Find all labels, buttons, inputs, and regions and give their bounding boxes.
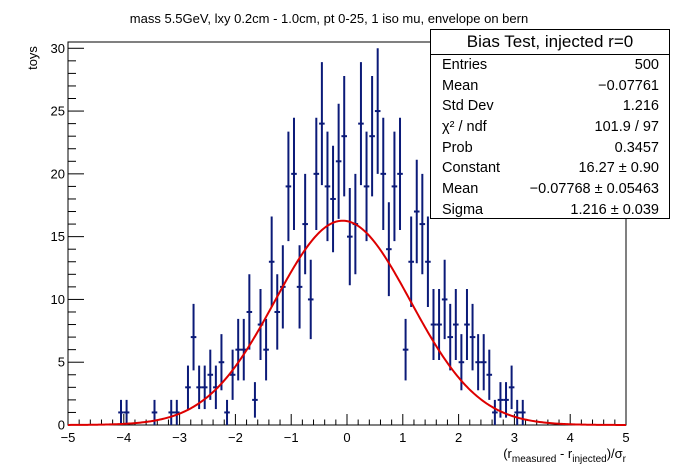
data-point	[324, 131, 331, 242]
data-point	[218, 334, 225, 391]
data-point	[475, 334, 481, 391]
data-point	[430, 289, 437, 361]
data-point	[185, 365, 191, 410]
data-point	[123, 399, 130, 425]
chart-title: mass 5.5GeV, lxy 0.2cm - 1.0cm, pt 0-25,…	[130, 11, 528, 26]
x-tick-label: −2	[228, 430, 243, 445]
x-tick-label: 1	[399, 430, 406, 445]
data-point	[263, 318, 269, 381]
data-point	[341, 75, 347, 197]
data-point	[363, 131, 370, 242]
x-tick-label: −5	[61, 430, 76, 445]
data-point	[358, 62, 364, 186]
data-point	[347, 188, 353, 286]
stats-row-entries: Entries 500	[442, 57, 659, 73]
data-point	[118, 399, 124, 425]
data-point	[224, 399, 230, 425]
x-tick-label: 0	[343, 430, 350, 445]
x-tick-label: −3	[172, 430, 187, 445]
stats-row-sigma: Sigma 1.216 ± 0.039	[442, 201, 659, 218]
data-point	[508, 365, 515, 410]
gaussian-fit-curve	[68, 219, 627, 426]
data-point	[436, 289, 442, 361]
data-point	[196, 365, 202, 410]
data-point	[486, 349, 493, 400]
x-tick-label: 5	[622, 430, 629, 445]
y-tick-label: 30	[51, 41, 65, 56]
data-point	[313, 117, 320, 231]
data-point	[201, 365, 208, 410]
data-point	[319, 62, 325, 186]
stats-row-chi2: χ² / ndf 101.9 / 97	[442, 119, 659, 136]
stats-row-constant: Constant 16.27 ± 0.90	[442, 160, 659, 177]
data-point	[235, 318, 241, 381]
stats-row-prob: Prob 0.3457	[442, 139, 659, 156]
data-point	[335, 103, 342, 219]
data-point	[380, 117, 387, 231]
stats-row-mean: Mean −0.07761	[442, 77, 659, 94]
stats-title: Bias Test, injected r=0	[431, 30, 669, 55]
data-point	[441, 259, 448, 340]
data-point	[447, 303, 454, 371]
data-point	[207, 349, 214, 400]
y-tick-label: 0	[58, 418, 65, 433]
x-tick-label: 3	[511, 430, 518, 445]
y-tick-label: 10	[51, 292, 65, 307]
data-point	[391, 131, 398, 242]
data-point	[252, 382, 258, 418]
data-point	[492, 399, 498, 425]
data-point	[285, 131, 292, 242]
x-axis-label: (rmeasured - rinjected)/σr	[503, 446, 626, 465]
data-point	[519, 399, 526, 425]
x-tick-label: 2	[455, 430, 462, 445]
data-point	[402, 318, 409, 381]
x-tick-label: 4	[567, 430, 574, 445]
data-point	[246, 274, 253, 350]
data-point	[174, 399, 180, 425]
data-point	[480, 334, 487, 391]
data-point	[413, 159, 420, 264]
data-point	[464, 289, 470, 361]
data-point	[408, 216, 414, 308]
data-point	[503, 382, 509, 418]
y-tick-label: 20	[51, 166, 65, 181]
data-point	[229, 349, 236, 400]
data-point	[397, 117, 403, 231]
data-point	[425, 216, 431, 308]
data-point	[369, 75, 375, 197]
data-point	[330, 145, 336, 253]
data-point	[419, 173, 426, 275]
data-point	[514, 399, 520, 425]
data-point	[374, 48, 381, 174]
data-point	[302, 173, 308, 275]
data-point	[274, 274, 281, 350]
data-point	[240, 318, 247, 381]
data-point	[168, 399, 175, 425]
stats-box: Bias Test, injected r=0 Entries 500 Mean −…	[430, 29, 670, 219]
y-tick-label: 25	[51, 104, 65, 119]
data-point	[386, 202, 392, 297]
data-point	[453, 289, 459, 361]
y-tick-label: 5	[58, 355, 65, 370]
data-point	[268, 216, 275, 308]
x-tick-label: −4	[116, 430, 131, 445]
data-point	[190, 303, 197, 371]
stats-row-stddev: Std Dev 1.216	[442, 98, 659, 115]
data-point	[307, 259, 314, 340]
data-point	[291, 117, 297, 231]
y-tick-label: 15	[51, 229, 65, 244]
stats-row-fit-mean: Mean −0.07768 ± 0.05463	[442, 181, 659, 198]
y-axis-label: toys	[25, 46, 40, 70]
data-point	[469, 303, 476, 371]
x-tick-label: −1	[284, 430, 299, 445]
